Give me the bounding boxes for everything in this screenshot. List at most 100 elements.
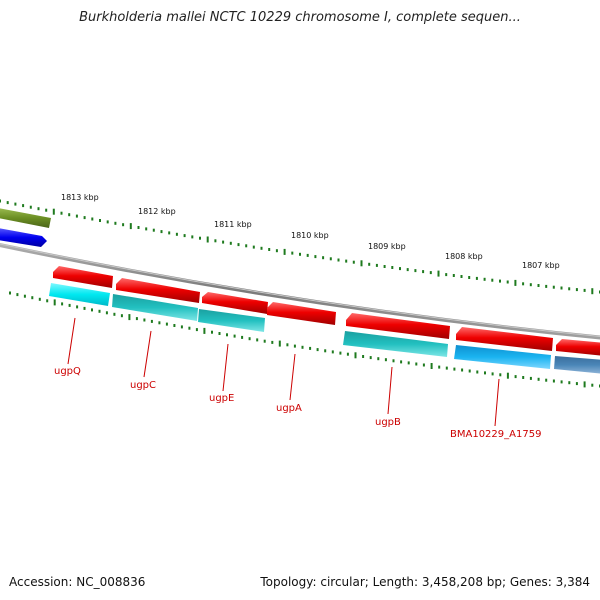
major-tick [278,340,281,347]
leader-line [289,353,296,401]
minor-tick [422,363,425,367]
minor-tick [286,343,289,347]
minor-tick [68,303,71,307]
gene-arrow-forward[interactable] [556,339,600,356]
minor-tick [214,239,217,243]
minor-tick [514,375,517,379]
minor-tick [252,245,255,249]
minor-tick [414,269,417,273]
minor-tick [9,291,11,295]
minor-tick [399,267,401,271]
gene-arrow-forward[interactable] [202,292,268,314]
minor-tick [552,285,555,289]
minor-tick [29,205,32,209]
minor-tick [560,286,563,290]
minor-tick [483,277,486,281]
minor-tick [438,365,441,369]
minor-tick [83,216,86,220]
minor-tick [191,235,194,239]
minor-tick [322,256,325,260]
tick-label: 1808 kbp [445,252,483,261]
minor-tick [31,296,34,300]
minor-tick [199,236,201,240]
minor-tick [391,266,394,269]
gene-arrow-reverse[interactable] [454,345,551,369]
gene-arrow-reverse[interactable] [198,309,265,332]
gene-arrow-blue[interactable] [0,228,47,247]
minor-tick [306,253,309,257]
minor-tick [316,348,319,352]
major-tick [203,327,206,334]
minor-tick [113,312,116,316]
major-tick [430,363,433,369]
minor-tick [476,370,479,374]
major-tick [129,223,132,230]
leader-line [143,330,152,378]
minor-tick [98,309,101,313]
minor-tick [445,366,448,370]
minor-tick [575,288,578,292]
gene-arrow-forward[interactable] [116,278,200,303]
minor-tick [23,294,26,298]
minor-tick [337,258,340,262]
minor-tick [560,380,563,384]
gene-arrow-reverse[interactable] [343,331,448,357]
major-tick [360,260,363,267]
offscreen-features [0,208,51,247]
gene-label-ugpC[interactable]: ugpC [130,380,156,391]
gene-arrow-forward[interactable] [53,266,113,288]
minor-tick [91,308,93,312]
minor-tick [135,317,138,321]
gene-arrow-reverse[interactable] [554,356,600,374]
gene-label-ugpB[interactable]: ugpB [375,417,401,428]
minor-tick [291,251,294,255]
minor-tick [165,322,168,326]
minor-tick [61,302,64,306]
gene-label-ugpA[interactable]: ugpA [276,403,302,414]
minor-tick [175,232,178,236]
gene-label-BMA10229_A1759[interactable]: BMA10229_A1759 [450,429,541,440]
tick-label: 1812 kbp [138,207,176,216]
minor-tick [45,208,48,212]
minor-tick [38,297,41,301]
minor-tick [195,328,198,332]
minor-tick [329,257,332,261]
minor-tick [60,211,63,215]
gene-arrow-forward[interactable] [456,327,553,351]
major-tick [506,372,509,379]
accession-text: Accession: NC_008836 [9,575,146,589]
minor-tick [400,360,403,364]
gene-arrow-forward[interactable] [267,302,336,325]
gene-arrow-forward[interactable] [346,313,450,339]
minor-tick [211,330,213,334]
tick-label: 1810 kbp [291,231,329,240]
minor-tick [158,321,161,325]
minor-tick [180,325,183,329]
minor-tick [260,246,263,250]
minor-tick [301,345,304,349]
gene-label-ugpE[interactable]: ugpE [209,393,234,404]
outer-tick-track [0,199,600,295]
minor-tick [106,220,109,224]
major-tick [514,279,517,286]
major-tick [283,248,286,255]
tick-label: 1813 kbp [61,193,99,202]
minor-tick [173,324,176,327]
minor-tick [324,349,327,353]
minor-tick [263,339,266,343]
gene-label-ugpQ[interactable]: ugpQ [54,366,81,377]
minor-tick [529,376,532,380]
minor-tick [143,318,146,322]
gene-arrow-olive[interactable] [0,208,51,228]
label-leaders [67,317,500,427]
minor-tick [14,202,17,206]
gene-arrow-reverse[interactable] [49,283,110,306]
leader-line [494,378,500,427]
gene-arrow-reverse[interactable] [112,294,198,321]
minor-tick [137,226,140,229]
inner-tick-track [9,291,600,388]
minor-tick [406,268,409,272]
minor-tick [233,334,236,338]
minor-tick [468,276,471,279]
